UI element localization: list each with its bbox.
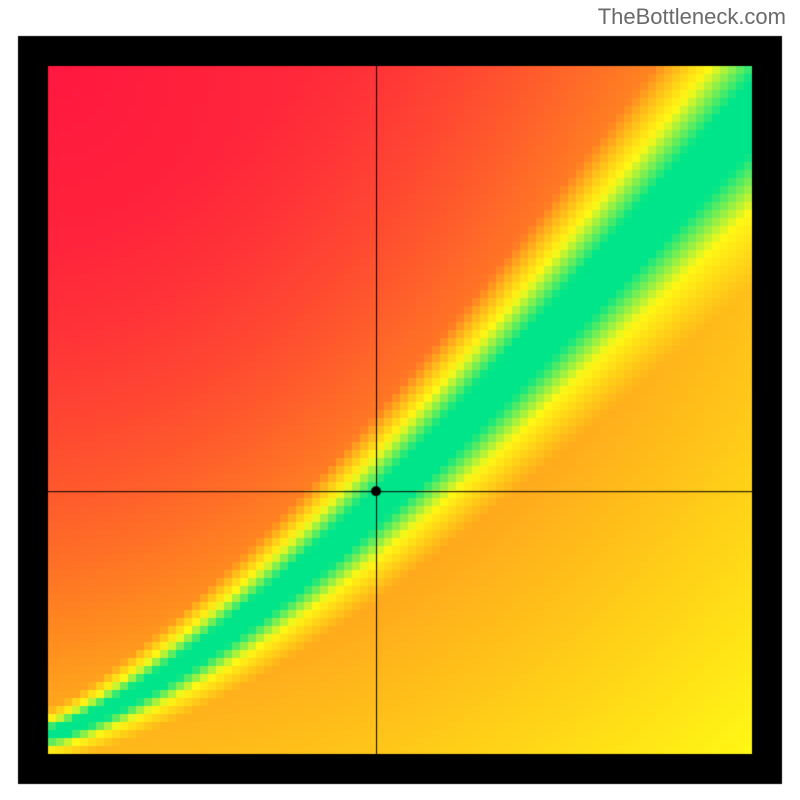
watermark-text: TheBottleneck.com — [598, 4, 786, 30]
bottleneck-heatmap — [0, 0, 800, 800]
chart-container: TheBottleneck.com — [0, 0, 800, 800]
